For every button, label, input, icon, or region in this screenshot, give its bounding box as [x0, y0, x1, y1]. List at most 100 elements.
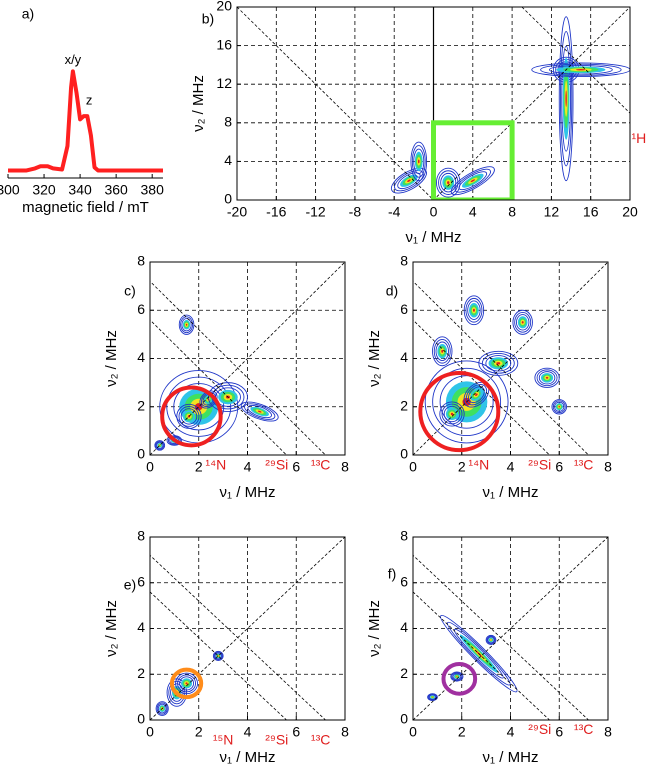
contour-fill — [558, 406, 560, 408]
annotation: ¹⁵N — [213, 731, 234, 747]
x-tick-label: 12 — [544, 204, 560, 220]
plot-area — [413, 262, 608, 455]
contour-ring — [176, 403, 202, 429]
contour-fill — [441, 349, 444, 353]
plot-area — [150, 262, 345, 455]
y-tick-label: 6 — [137, 573, 145, 589]
contour-ring — [244, 403, 276, 420]
contour-ring — [512, 309, 533, 335]
contour-ring — [168, 680, 186, 705]
annotation: ¹³C — [574, 457, 593, 473]
plot-frame — [149, 536, 346, 721]
contour-fill — [417, 159, 420, 164]
y-tick-label: 6 — [400, 573, 408, 589]
plot-area — [413, 537, 608, 720]
contour-fill — [217, 655, 219, 657]
x-tick-label: 6 — [292, 724, 300, 740]
contour-ring — [432, 367, 502, 437]
contour-ring — [447, 621, 511, 686]
y-tick-label: 0 — [400, 711, 408, 727]
contour-fill — [490, 639, 492, 641]
x-tick-label: 2 — [195, 459, 203, 475]
highlight-box — [431, 120, 515, 200]
contour-ring — [180, 408, 198, 425]
annotation: ¹H — [631, 130, 646, 146]
contour-ring — [428, 693, 437, 701]
contour-ring — [540, 63, 622, 76]
contour-fill — [450, 412, 454, 416]
contour-ring — [157, 703, 167, 714]
x-tick-label: 16 — [583, 204, 599, 220]
contour-ring — [438, 170, 459, 195]
antidiagonal — [413, 280, 589, 455]
annotation: z — [86, 93, 93, 108]
contour-ring — [178, 314, 195, 335]
contour-ring — [514, 311, 532, 333]
x-axis-label: ν₁ / MHz — [220, 749, 276, 766]
contour-fill — [575, 69, 586, 71]
contour-fill — [521, 321, 524, 324]
contour-ring — [485, 355, 512, 372]
x-tick-label: 8 — [508, 204, 516, 220]
annotation: ²⁹Si — [265, 457, 288, 473]
y-axis-label: ν₂ / MHz — [366, 330, 383, 387]
x-tick-label: 380 — [141, 182, 165, 198]
x-tick-label: 0 — [409, 724, 417, 740]
contour-fill — [257, 410, 262, 413]
x-tick-label: 6 — [292, 459, 300, 475]
x-tick-label: 320 — [32, 182, 56, 198]
contour-ring — [213, 651, 223, 661]
contour-ring — [467, 386, 485, 404]
antidiagonal — [413, 319, 550, 455]
y-tick-label: 2 — [137, 665, 145, 681]
diagonal — [413, 537, 608, 720]
y-axis-label: ν₂ / MHz — [366, 600, 383, 657]
antidiagonal — [413, 554, 589, 720]
contour-ring — [440, 614, 518, 693]
contour-ring — [411, 145, 426, 178]
y-tick-label: 2 — [400, 665, 408, 681]
contour-ring — [432, 336, 453, 367]
annotation: ²⁹Si — [528, 721, 551, 737]
highlight-circle — [418, 370, 501, 453]
contour-ring — [515, 314, 530, 331]
y-tick-label: 2 — [137, 397, 145, 413]
contour-ring — [452, 673, 462, 680]
panel-label: f) — [388, 566, 397, 582]
contour-ring — [467, 300, 481, 320]
y-tick-label: 0 — [137, 711, 145, 727]
contour-fill — [185, 323, 188, 326]
contour-ring — [155, 440, 165, 450]
contour-ring — [439, 375, 494, 429]
panel-label: a) — [22, 6, 34, 22]
contour-ring — [156, 441, 164, 449]
contour-ring — [478, 350, 519, 376]
contour-ring — [440, 172, 457, 193]
plot-frame — [412, 536, 609, 721]
contour-ring — [166, 435, 183, 446]
contour-ring — [463, 295, 485, 326]
plot-frame — [412, 261, 609, 456]
contour-ring — [558, 16, 574, 182]
contour-ring — [177, 674, 197, 693]
contour-fill — [407, 179, 411, 182]
contour-ring — [240, 401, 279, 422]
diagonal — [150, 537, 345, 720]
contour-fill — [472, 308, 475, 312]
y-tick-label: 4 — [400, 619, 408, 635]
annotation: ¹⁴N — [205, 457, 226, 473]
y-tick-label: 8 — [137, 253, 145, 269]
contour-ring — [167, 436, 181, 445]
annotation: ¹³C — [311, 457, 330, 473]
x-tick-label: 0 — [146, 459, 154, 475]
contour-fill — [159, 444, 161, 446]
x-axis-label: ν₁ / MHz — [406, 229, 462, 246]
x-axis-label: ν₁ / MHz — [220, 484, 276, 501]
contour-ring — [247, 405, 272, 419]
contour-fill — [496, 362, 501, 365]
x-axis-label: magnetic field / mT — [22, 199, 149, 216]
x-tick-label: -20 — [227, 204, 247, 220]
contour-fill — [545, 376, 549, 379]
contour-ring — [170, 683, 184, 702]
x-tick-label: 6 — [555, 459, 563, 475]
